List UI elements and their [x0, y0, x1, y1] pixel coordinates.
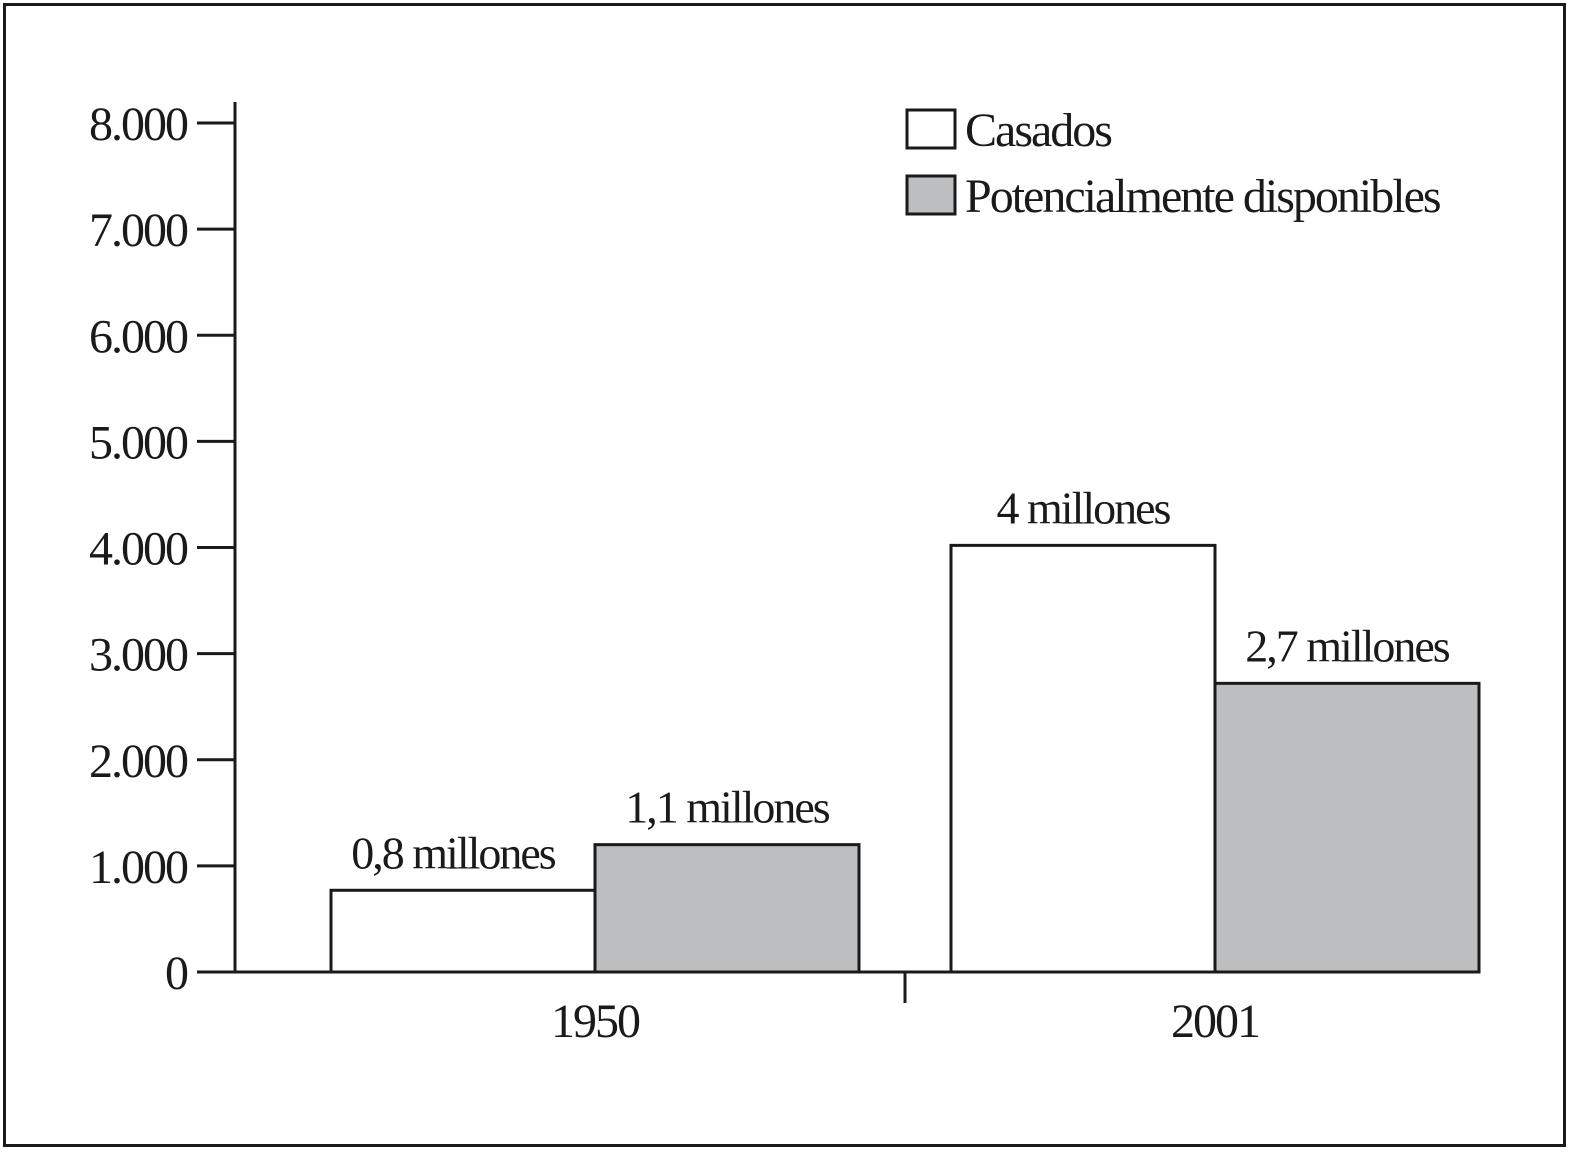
- legend-label: Potencialmente disponibles: [965, 170, 1440, 223]
- legend-label: Casados: [965, 104, 1111, 157]
- y-tick-label: 2.000: [89, 735, 188, 788]
- data-labels: 0,8 millones 1,1 millones 4 millones 2,7 mi…: [351, 482, 1452, 878]
- bar: [949, 543, 1217, 974]
- bar: [1213, 681, 1481, 974]
- y-tick-label: 3.000: [89, 629, 188, 682]
- y-tick-label: 8.000: [89, 98, 188, 151]
- bar: [593, 843, 861, 974]
- bar-data-label: 2,7 millones: [1245, 620, 1450, 671]
- y-tick-label: 1.000: [89, 841, 188, 894]
- y-tick-label: 5.000: [89, 416, 188, 469]
- y-tick-label: 4.000: [89, 523, 188, 576]
- y-tick-label: 0: [165, 947, 188, 1000]
- x-category-label: 2001: [1171, 995, 1259, 1048]
- y-tick-label: 7.000: [89, 204, 188, 257]
- bar-data-label: 0,8 millones: [351, 827, 556, 878]
- bar-data-label: 1,1 millones: [625, 782, 830, 833]
- bars: [329, 543, 1481, 974]
- x-axis: 1950 2001: [197, 970, 1480, 1048]
- y-axis: 0 1.000 2.000 3.000 4.000 5.000 6.000 7.000 8.00…: [89, 98, 237, 1000]
- x-category-label: 1950: [551, 995, 640, 1048]
- legend-swatch: [905, 108, 957, 150]
- legend: Casados Potencialmente disponibles: [905, 104, 1442, 223]
- bar: [329, 888, 597, 974]
- bar-data-label: 4 millones: [997, 482, 1171, 533]
- legend-swatch: [905, 174, 957, 216]
- y-tick-label: 6.000: [89, 310, 188, 363]
